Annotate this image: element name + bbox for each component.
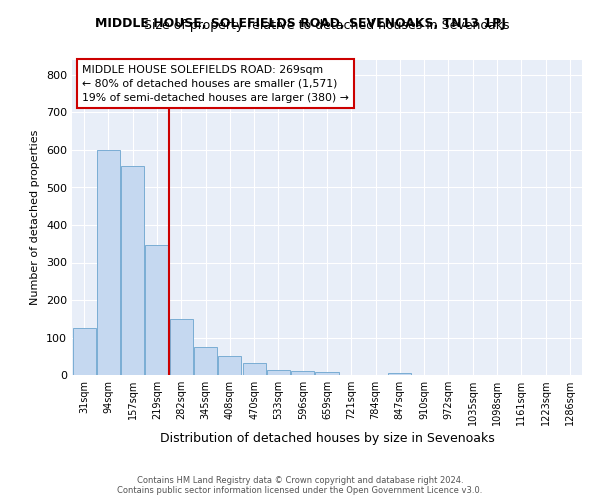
Bar: [73, 328, 95, 375]
Bar: [145, 245, 169, 375]
Text: MIDDLE HOUSE, SOLEFIELDS ROAD, SEVENOAKS, TN13 1PJ: MIDDLE HOUSE, SOLEFIELDS ROAD, SEVENOAKS…: [95, 18, 505, 30]
Text: Contains HM Land Registry data © Crown copyright and database right 2024.
Contai: Contains HM Land Registry data © Crown c…: [118, 476, 482, 495]
X-axis label: Distribution of detached houses by size in Sevenoaks: Distribution of detached houses by size …: [160, 432, 494, 446]
Bar: [267, 370, 290, 375]
Bar: [194, 347, 217, 375]
Bar: [316, 372, 338, 375]
Y-axis label: Number of detached properties: Number of detached properties: [31, 130, 40, 305]
Text: MIDDLE HOUSE SOLEFIELDS ROAD: 269sqm
← 80% of detached houses are smaller (1,571: MIDDLE HOUSE SOLEFIELDS ROAD: 269sqm ← 8…: [82, 64, 349, 102]
Bar: [388, 373, 412, 375]
Bar: [291, 370, 314, 375]
Title: Size of property relative to detached houses in Sevenoaks: Size of property relative to detached ho…: [144, 20, 510, 32]
Bar: [218, 356, 241, 375]
Bar: [121, 166, 144, 375]
Bar: [170, 319, 193, 375]
Bar: [97, 150, 120, 375]
Bar: [242, 362, 266, 375]
